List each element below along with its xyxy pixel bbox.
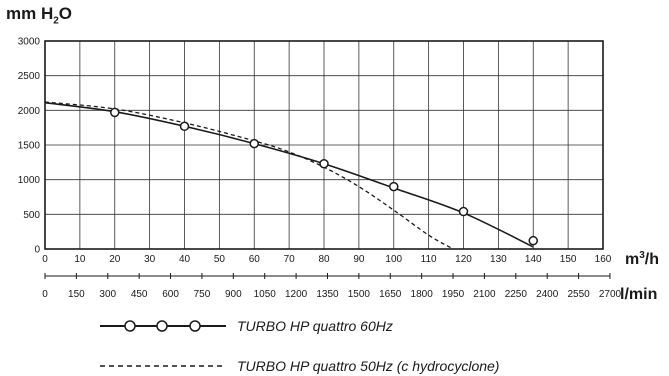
data-point-60hz [110,107,120,118]
y-tick-label: 3000 [18,37,41,48]
y-axis-label: mm H2O [6,4,73,27]
data-point-60hz [458,206,469,217]
x-tick-label: 150 [560,254,577,265]
legend-marker [124,320,136,332]
data-point-60hz [179,121,190,132]
x2-tick-label: 1050 [254,289,277,300]
legend-label-60hz: TURBO HP quattro 60Hz [237,318,393,334]
x2-tick-label: 1200 [285,289,308,300]
x-tick-label: 100 [385,254,402,265]
x2-tick-label: 2250 [505,289,528,300]
x-tick-label: 30 [144,254,156,265]
legend: TURBO HP quattro 60Hz TURBO HP quattro 5… [100,318,499,374]
x-tick-label: 70 [284,254,296,265]
x-tick-label: 80 [318,254,330,265]
legend-marker [189,320,201,332]
x-tick-label: 140 [525,254,542,265]
x2-tick-label: 600 [162,289,179,300]
x2-tick-label: 300 [99,289,116,300]
x2-tick-label: 1800 [411,289,434,300]
x-tick-label: 110 [421,254,437,265]
x2-tick-label: 450 [131,289,148,300]
x-tick-label: 160 [595,254,612,265]
x-tick-label: 10 [74,254,86,265]
x2-tick-label: 2400 [536,289,559,300]
y-tick-label: 1500 [18,141,41,152]
x-tick-label: 120 [455,254,472,265]
x2-tick-label: 1650 [379,289,402,300]
x2-tick-label: 2100 [473,289,496,300]
plot-frame [44,40,604,250]
x2-tick-label: 1950 [442,289,465,300]
x-tick-label: 40 [179,254,191,265]
x2-tick-label: 2550 [567,289,590,300]
x2-tick-label: 150 [68,289,85,300]
x-tick-label: 50 [214,254,226,265]
x-tick-label: 90 [353,254,365,265]
x2-tick-label: 0 [42,289,48,300]
x2-tick-label: 1500 [348,289,371,300]
x-tick-label: 20 [109,254,121,265]
legend-label-50hz: TURBO HP quattro 50Hz (c hydrocyclone) [237,358,499,374]
y-tick-label: 500 [23,210,40,221]
x-tick-label: 130 [490,254,507,265]
data-point-60hz [528,235,538,246]
x2-tick-label: 750 [194,289,211,300]
y-tick-label: 0 [34,245,40,256]
x2-tick-label: 1350 [316,289,339,300]
x2-axis-unit-label: l/min [620,286,657,303]
x-axis-unit-label: m3/h [625,250,659,268]
legend-marker [156,320,168,332]
x2-tick-label: 2700 [599,289,622,300]
data-point-60hz [249,138,259,149]
x-tick-label: 60 [249,254,261,265]
secondary-x-axis: 0 150 300 450 600 750 900 1050 1200 1350 1500 1650 1… [42,273,622,300]
data-point-60hz [389,181,399,192]
grid [44,40,604,250]
y-tick-labels: 0 500 1000 1500 2000 2500 3000 [18,37,41,256]
y-tick-label: 2500 [18,71,41,82]
series-line-60hz [44,101,534,248]
series-group [44,101,538,250]
x-tick-label: 0 [42,254,48,265]
y-tick-label: 1000 [18,175,41,186]
x2-tick-label: 900 [225,289,242,300]
x-tick-labels: 0 10 20 30 40 50 60 70 80 90 100 110 120 130 140 150 160 [42,254,612,265]
data-point-60hz [319,158,329,169]
series-line-50hz [44,101,454,250]
y-tick-label: 2000 [18,106,41,117]
